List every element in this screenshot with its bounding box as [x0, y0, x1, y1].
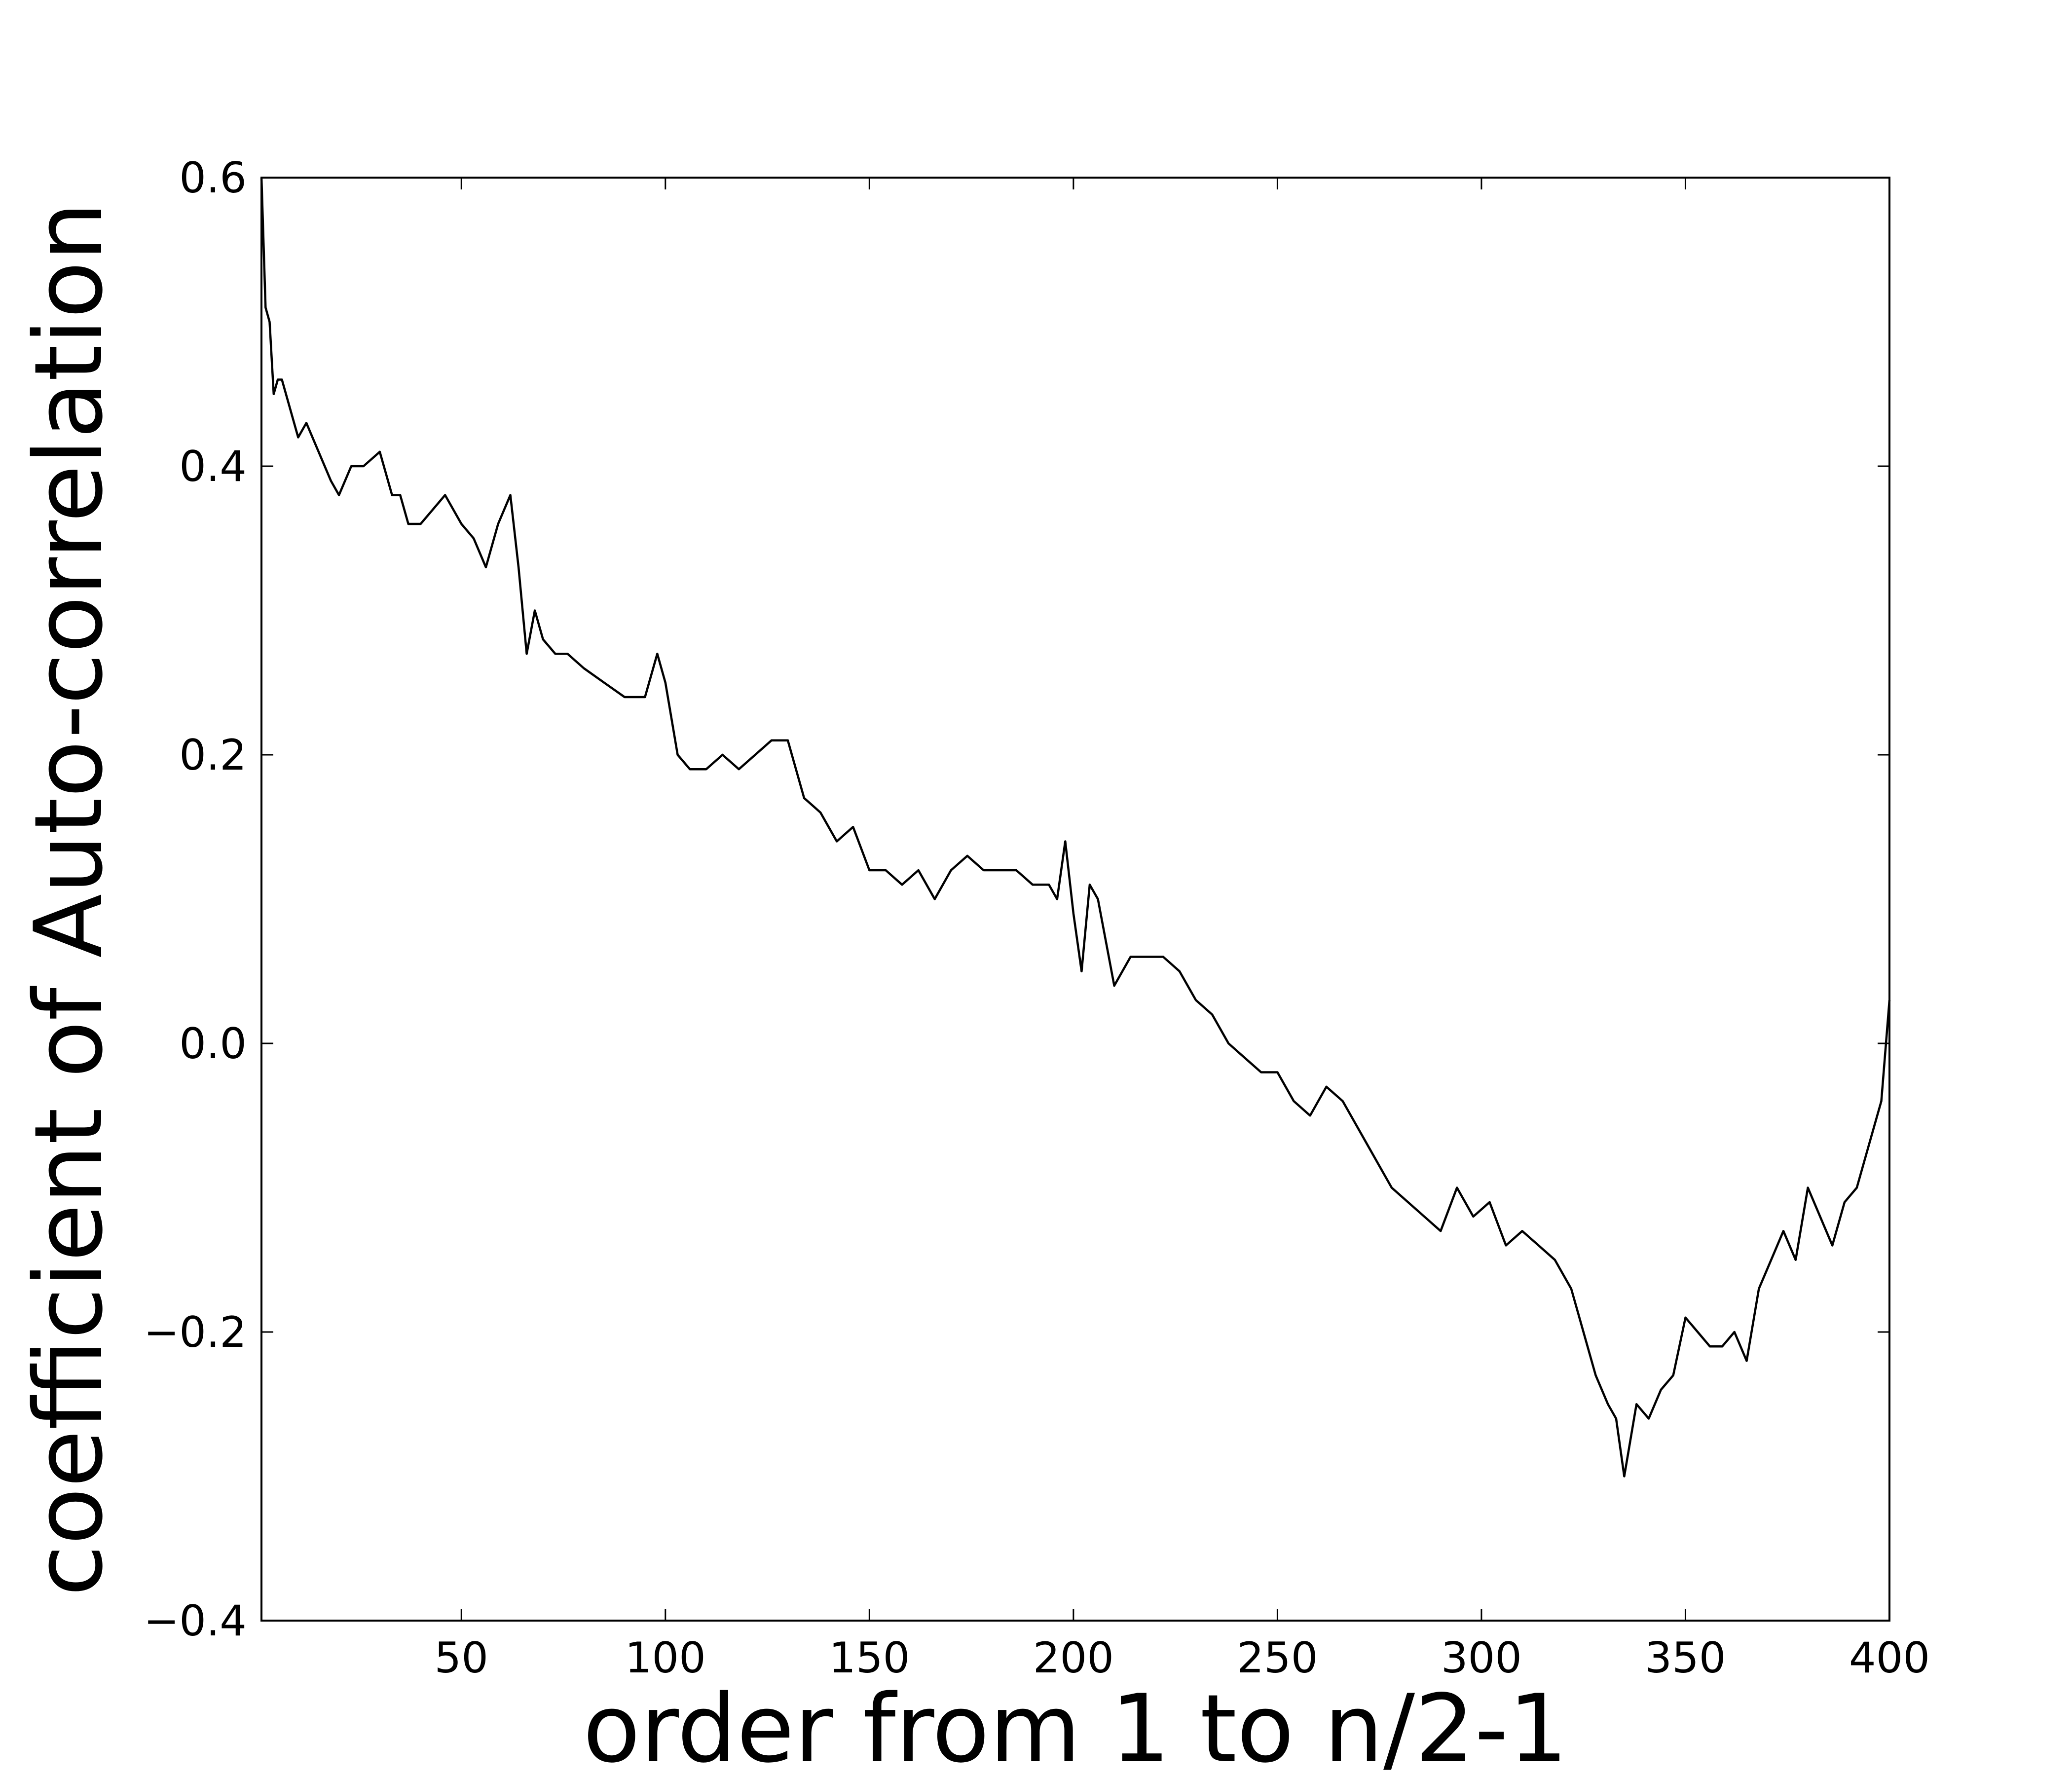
x-tick-labels: 50 100 150 200 250 300 350 400 [435, 1633, 1930, 1683]
y-tick-label: 0.4 [179, 442, 247, 491]
x-axis-title: order from 1 to n/2-1 [583, 1674, 1568, 1776]
x-tick-label: 300 [1441, 1633, 1522, 1683]
x-tick-label: 50 [435, 1633, 488, 1683]
x-tick-label: 200 [1033, 1633, 1114, 1683]
y-tick-label: −0.4 [144, 1596, 247, 1646]
x-tick-label: 350 [1645, 1633, 1726, 1683]
plot-frame [260, 177, 1890, 1622]
x-tick-label: 400 [1849, 1633, 1930, 1683]
x-tick-label: 250 [1237, 1633, 1318, 1683]
x-tick-label: 150 [829, 1633, 910, 1683]
y-tick-label: 0.6 [179, 153, 247, 203]
y-axis-title: coefficient of Auto-correlation [14, 202, 123, 1596]
series-line [260, 177, 1891, 1478]
series-layer [260, 177, 1891, 1478]
y-tick-labels: −0.4 −0.2 0.0 0.2 0.4 0.6 [144, 153, 247, 1646]
y-tick-label: 0.2 [179, 731, 247, 780]
y-tick-label: −0.2 [144, 1308, 247, 1357]
x-tick-label: 100 [625, 1633, 706, 1683]
y-tick-label: 0.0 [179, 1019, 247, 1069]
